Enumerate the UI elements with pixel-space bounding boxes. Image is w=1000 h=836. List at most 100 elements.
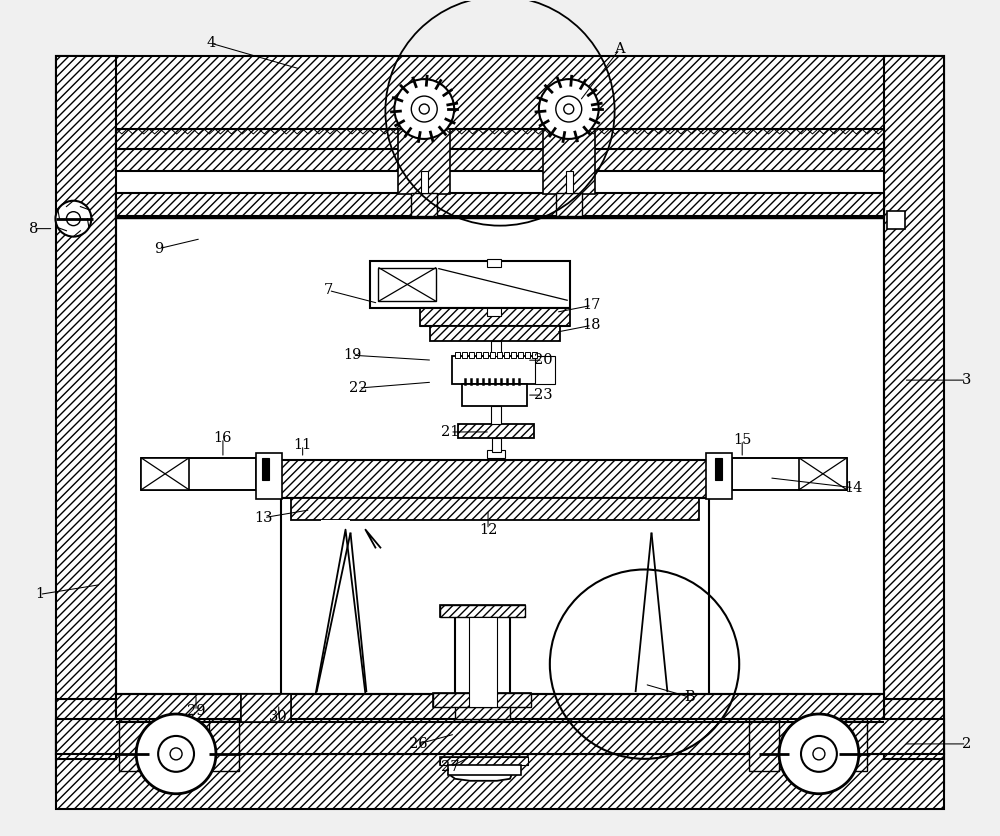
Bar	[398, 129, 450, 194]
Bar	[56, 56, 944, 131]
Bar	[715, 458, 722, 480]
Circle shape	[801, 736, 837, 772]
Bar	[469, 352, 474, 358]
Bar	[56, 699, 116, 759]
Text: 29: 29	[187, 704, 205, 718]
Bar	[440, 605, 525, 617]
Circle shape	[136, 714, 216, 793]
Text: 17: 17	[583, 298, 601, 313]
Bar	[241, 694, 291, 722]
Bar	[321, 520, 350, 549]
Bar	[556, 193, 582, 216]
Bar	[884, 56, 944, 788]
Circle shape	[411, 96, 437, 122]
Bar	[455, 609, 510, 697]
Bar	[141, 458, 189, 490]
Bar	[491, 341, 501, 356]
Bar	[749, 719, 779, 771]
Polygon shape	[636, 533, 667, 692]
Circle shape	[779, 714, 859, 793]
Text: 4: 4	[206, 36, 216, 50]
Bar	[469, 617, 497, 707]
Text: 16: 16	[214, 431, 232, 445]
Bar	[462, 352, 467, 358]
Bar	[462, 384, 527, 406]
Bar	[448, 765, 521, 775]
Bar	[440, 757, 528, 765]
Circle shape	[55, 201, 91, 237]
Circle shape	[564, 104, 574, 114]
Text: 30: 30	[269, 710, 288, 724]
Polygon shape	[448, 759, 520, 781]
Bar	[535, 356, 555, 384]
Bar	[458, 424, 534, 438]
Text: 8: 8	[29, 222, 38, 236]
Text: 21: 21	[441, 425, 459, 439]
Bar	[421, 171, 428, 193]
Circle shape	[394, 79, 454, 139]
Bar	[56, 56, 116, 788]
Text: 2: 2	[962, 737, 971, 751]
Bar	[490, 352, 495, 358]
Bar	[411, 193, 437, 216]
Bar	[799, 458, 847, 490]
Text: 13: 13	[255, 511, 273, 525]
Bar	[116, 193, 884, 216]
Bar	[420, 308, 570, 326]
Text: B: B	[684, 690, 695, 704]
Bar	[837, 719, 867, 771]
Text: 22: 22	[349, 381, 368, 395]
Text: 7: 7	[324, 283, 333, 298]
Text: 20: 20	[534, 353, 552, 367]
Text: 19: 19	[343, 349, 362, 362]
Bar	[440, 757, 528, 765]
Text: 1: 1	[35, 588, 44, 601]
Bar	[543, 129, 595, 194]
Bar	[281, 497, 709, 702]
Bar	[455, 352, 460, 358]
Bar	[56, 719, 944, 754]
Bar	[116, 694, 884, 722]
Bar	[116, 196, 884, 217]
Text: 26: 26	[409, 737, 428, 751]
Text: 14: 14	[845, 481, 863, 495]
Bar	[116, 149, 884, 171]
Circle shape	[539, 79, 599, 139]
Circle shape	[556, 96, 582, 122]
Text: 11: 11	[294, 438, 312, 452]
Bar	[241, 694, 291, 722]
Circle shape	[419, 104, 429, 114]
Bar	[884, 699, 944, 759]
Bar	[262, 458, 269, 480]
Text: 18: 18	[582, 319, 601, 332]
Bar	[56, 754, 944, 808]
Bar	[706, 453, 732, 499]
Circle shape	[158, 736, 194, 772]
Bar	[119, 719, 149, 771]
Bar	[483, 352, 488, 358]
Bar	[492, 438, 501, 452]
Bar	[887, 211, 905, 228]
Bar	[281, 460, 709, 497]
Bar	[440, 605, 525, 617]
Circle shape	[813, 748, 825, 760]
Text: 9: 9	[155, 242, 164, 256]
Bar	[433, 693, 531, 707]
Bar	[209, 719, 239, 771]
Bar	[532, 352, 537, 358]
Bar	[291, 497, 699, 520]
Text: 15: 15	[733, 433, 751, 447]
Bar	[370, 261, 570, 308]
Circle shape	[170, 748, 182, 760]
Bar	[732, 458, 847, 490]
Bar	[497, 352, 502, 358]
Text: 23: 23	[534, 388, 552, 402]
Bar	[452, 356, 537, 384]
Circle shape	[66, 212, 80, 226]
Text: 27: 27	[441, 760, 459, 774]
Bar	[487, 450, 505, 458]
Bar	[378, 268, 436, 302]
Bar	[455, 693, 510, 719]
Bar	[433, 693, 531, 707]
Bar	[525, 352, 530, 358]
